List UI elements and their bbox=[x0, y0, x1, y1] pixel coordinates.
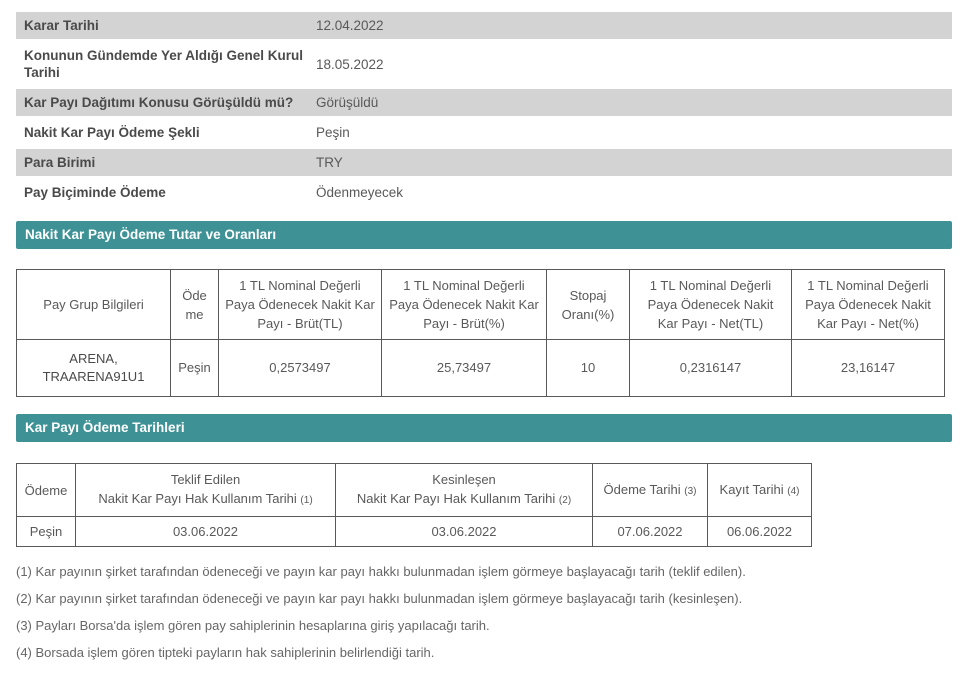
info-value: TRY bbox=[316, 155, 343, 170]
cell-payment: Peşin bbox=[16, 516, 76, 547]
col-net-tl: 1 TL Nominal Değerli Paya Ödenecek Nakit… bbox=[629, 269, 792, 340]
dividend-disclosure-page: Karar Tarihi 12.04.2022 Konunun Gündemde… bbox=[16, 12, 952, 661]
info-label: Para Birimi bbox=[24, 155, 96, 170]
cell-net-pct: 23,16147 bbox=[791, 339, 945, 397]
header-line2: Nakit Kar Payı Hak Kullanım Tarihi (1) bbox=[98, 491, 313, 506]
header-line1: Teklif Edilen bbox=[170, 472, 241, 487]
col-pay-group: Pay Grup Bilgileri bbox=[16, 269, 171, 340]
col-payment: Ödeme bbox=[170, 269, 219, 340]
footnote-4: (4) Borsada işlem gören tipteki payların… bbox=[16, 645, 435, 660]
col-gross-pct: 1 TL Nominal Değerli Paya Ödenecek Nakit… bbox=[381, 269, 547, 340]
info-value: Peşin bbox=[316, 125, 350, 140]
cell-gross-pct: 25,73497 bbox=[381, 339, 547, 397]
section-header-payment-dates: Kar Payı Ödeme Tarihleri bbox=[16, 414, 952, 442]
info-value: 12.04.2022 bbox=[316, 18, 384, 33]
col-net-pct: 1 TL Nominal Değerli Paya Ödenecek Nakit… bbox=[791, 269, 945, 340]
header-row: Pay Grup Bilgileri Ödeme 1 TL Nominal De… bbox=[16, 269, 945, 340]
cell-payment: Peşin bbox=[170, 339, 219, 397]
col-record-date: Kayıt Tarihi (4) bbox=[707, 463, 812, 517]
header-line1: Kesinleşen bbox=[432, 472, 496, 487]
info-value: Ödenmeyecek bbox=[316, 185, 404, 200]
footnote-marker: (4) bbox=[787, 485, 800, 497]
info-row-currency: Para Birimi TRY bbox=[16, 149, 952, 176]
info-label: Nakit Kar Payı Ödeme Şekli bbox=[24, 125, 200, 140]
cell-gross-tl: 0,2573497 bbox=[218, 339, 382, 397]
cell-proposed-date: 03.06.2022 bbox=[75, 516, 336, 547]
table-row: ARENA, TRAARENA91U1 Peşin 0,2573497 25,7… bbox=[16, 339, 945, 397]
payment-amounts-table-body: ARENA, TRAARENA91U1 Peşin 0,2573497 25,7… bbox=[16, 339, 945, 397]
info-label: Pay Biçiminde Ödeme bbox=[24, 185, 166, 200]
col-proposed-date: Teklif Edilen Nakit Kar Payı Hak Kullanı… bbox=[75, 463, 336, 517]
payment-dates-table-head: Ödeme Teklif Edilen Nakit Kar Payı Hak K… bbox=[16, 463, 812, 517]
general-info-section: Karar Tarihi 12.04.2022 Konunun Gündemde… bbox=[16, 12, 952, 206]
payment-amounts-table-head: Pay Grup Bilgileri Ödeme 1 TL Nominal De… bbox=[16, 269, 945, 340]
info-value: 18.05.2022 bbox=[316, 56, 384, 72]
footnote-marker: (3) bbox=[684, 485, 697, 497]
payment-amounts-table: Pay Grup Bilgileri Ödeme 1 TL Nominal De… bbox=[16, 269, 945, 397]
cell-record-date: 06.06.2022 bbox=[707, 516, 812, 547]
info-row-decision-date: Karar Tarihi 12.04.2022 bbox=[16, 12, 952, 39]
info-label: Karar Tarihi bbox=[24, 18, 99, 33]
cell-net-tl: 0,2316147 bbox=[629, 339, 792, 397]
footnote-marker: (2) bbox=[558, 495, 572, 506]
info-row-general-assembly-date: Konunun Gündemde Yer Aldığı Genel Kurul … bbox=[16, 42, 952, 86]
cell-withholding: 10 bbox=[546, 339, 630, 397]
footnote-2: (2) Kar payının şirket tarafından ödenec… bbox=[16, 591, 743, 606]
header-row: Ödeme Teklif Edilen Nakit Kar Payı Hak K… bbox=[16, 463, 812, 517]
footnote-marker: (1) bbox=[300, 495, 313, 506]
cell-pay-group: ARENA, TRAARENA91U1 bbox=[16, 339, 171, 397]
info-row-stock-payment: Pay Biçiminde Ödeme Ödenmeyecek bbox=[16, 179, 952, 206]
col-final-date: Kesinleşen Nakit Kar Payı Hak Kullanım T… bbox=[335, 463, 593, 517]
section-header-payment-amounts: Nakit Kar Payı Ödeme Tutar ve Oranları bbox=[16, 221, 952, 249]
col-withholding: Stopaj Oranı(%) bbox=[546, 269, 630, 340]
table-row: Peşin 03.06.2022 03.06.2022 07.06.2022 0… bbox=[16, 516, 812, 547]
footnotes-section: (1) Kar payının şirket tarafından ödenec… bbox=[16, 564, 952, 661]
footnote-3: (3) Payları Borsa'da işlem gören pay sah… bbox=[16, 618, 490, 633]
info-value: Görüşüldü bbox=[316, 95, 379, 110]
header-line2: Nakit Kar Payı Hak Kullanım Tarihi (2) bbox=[356, 491, 572, 506]
payment-dates-table-body: Peşin 03.06.2022 03.06.2022 07.06.2022 0… bbox=[16, 516, 812, 547]
payment-dates-table: Ödeme Teklif Edilen Nakit Kar Payı Hak K… bbox=[16, 463, 812, 547]
info-label: Kar Payı Dağıtımı Konusu Görüşüldü mü? bbox=[24, 95, 294, 110]
col-payment-date: Ödeme Tarihi (3) bbox=[592, 463, 708, 517]
info-row-payment-type: Nakit Kar Payı Ödeme Şekli Peşin bbox=[16, 119, 952, 146]
footnote-1: (1) Kar payının şirket tarafından ödenec… bbox=[16, 564, 746, 579]
cell-final-date: 03.06.2022 bbox=[335, 516, 593, 547]
col-payment: Ödeme bbox=[16, 463, 76, 517]
col-gross-tl: 1 TL Nominal Değerli Paya Ödenecek Nakit… bbox=[218, 269, 382, 340]
info-row-discussed: Kar Payı Dağıtımı Konusu Görüşüldü mü? G… bbox=[16, 89, 952, 116]
info-label: Konunun Gündemde Yer Aldığı Genel Kurul … bbox=[24, 48, 304, 80]
cell-payment-date: 07.06.2022 bbox=[592, 516, 708, 547]
